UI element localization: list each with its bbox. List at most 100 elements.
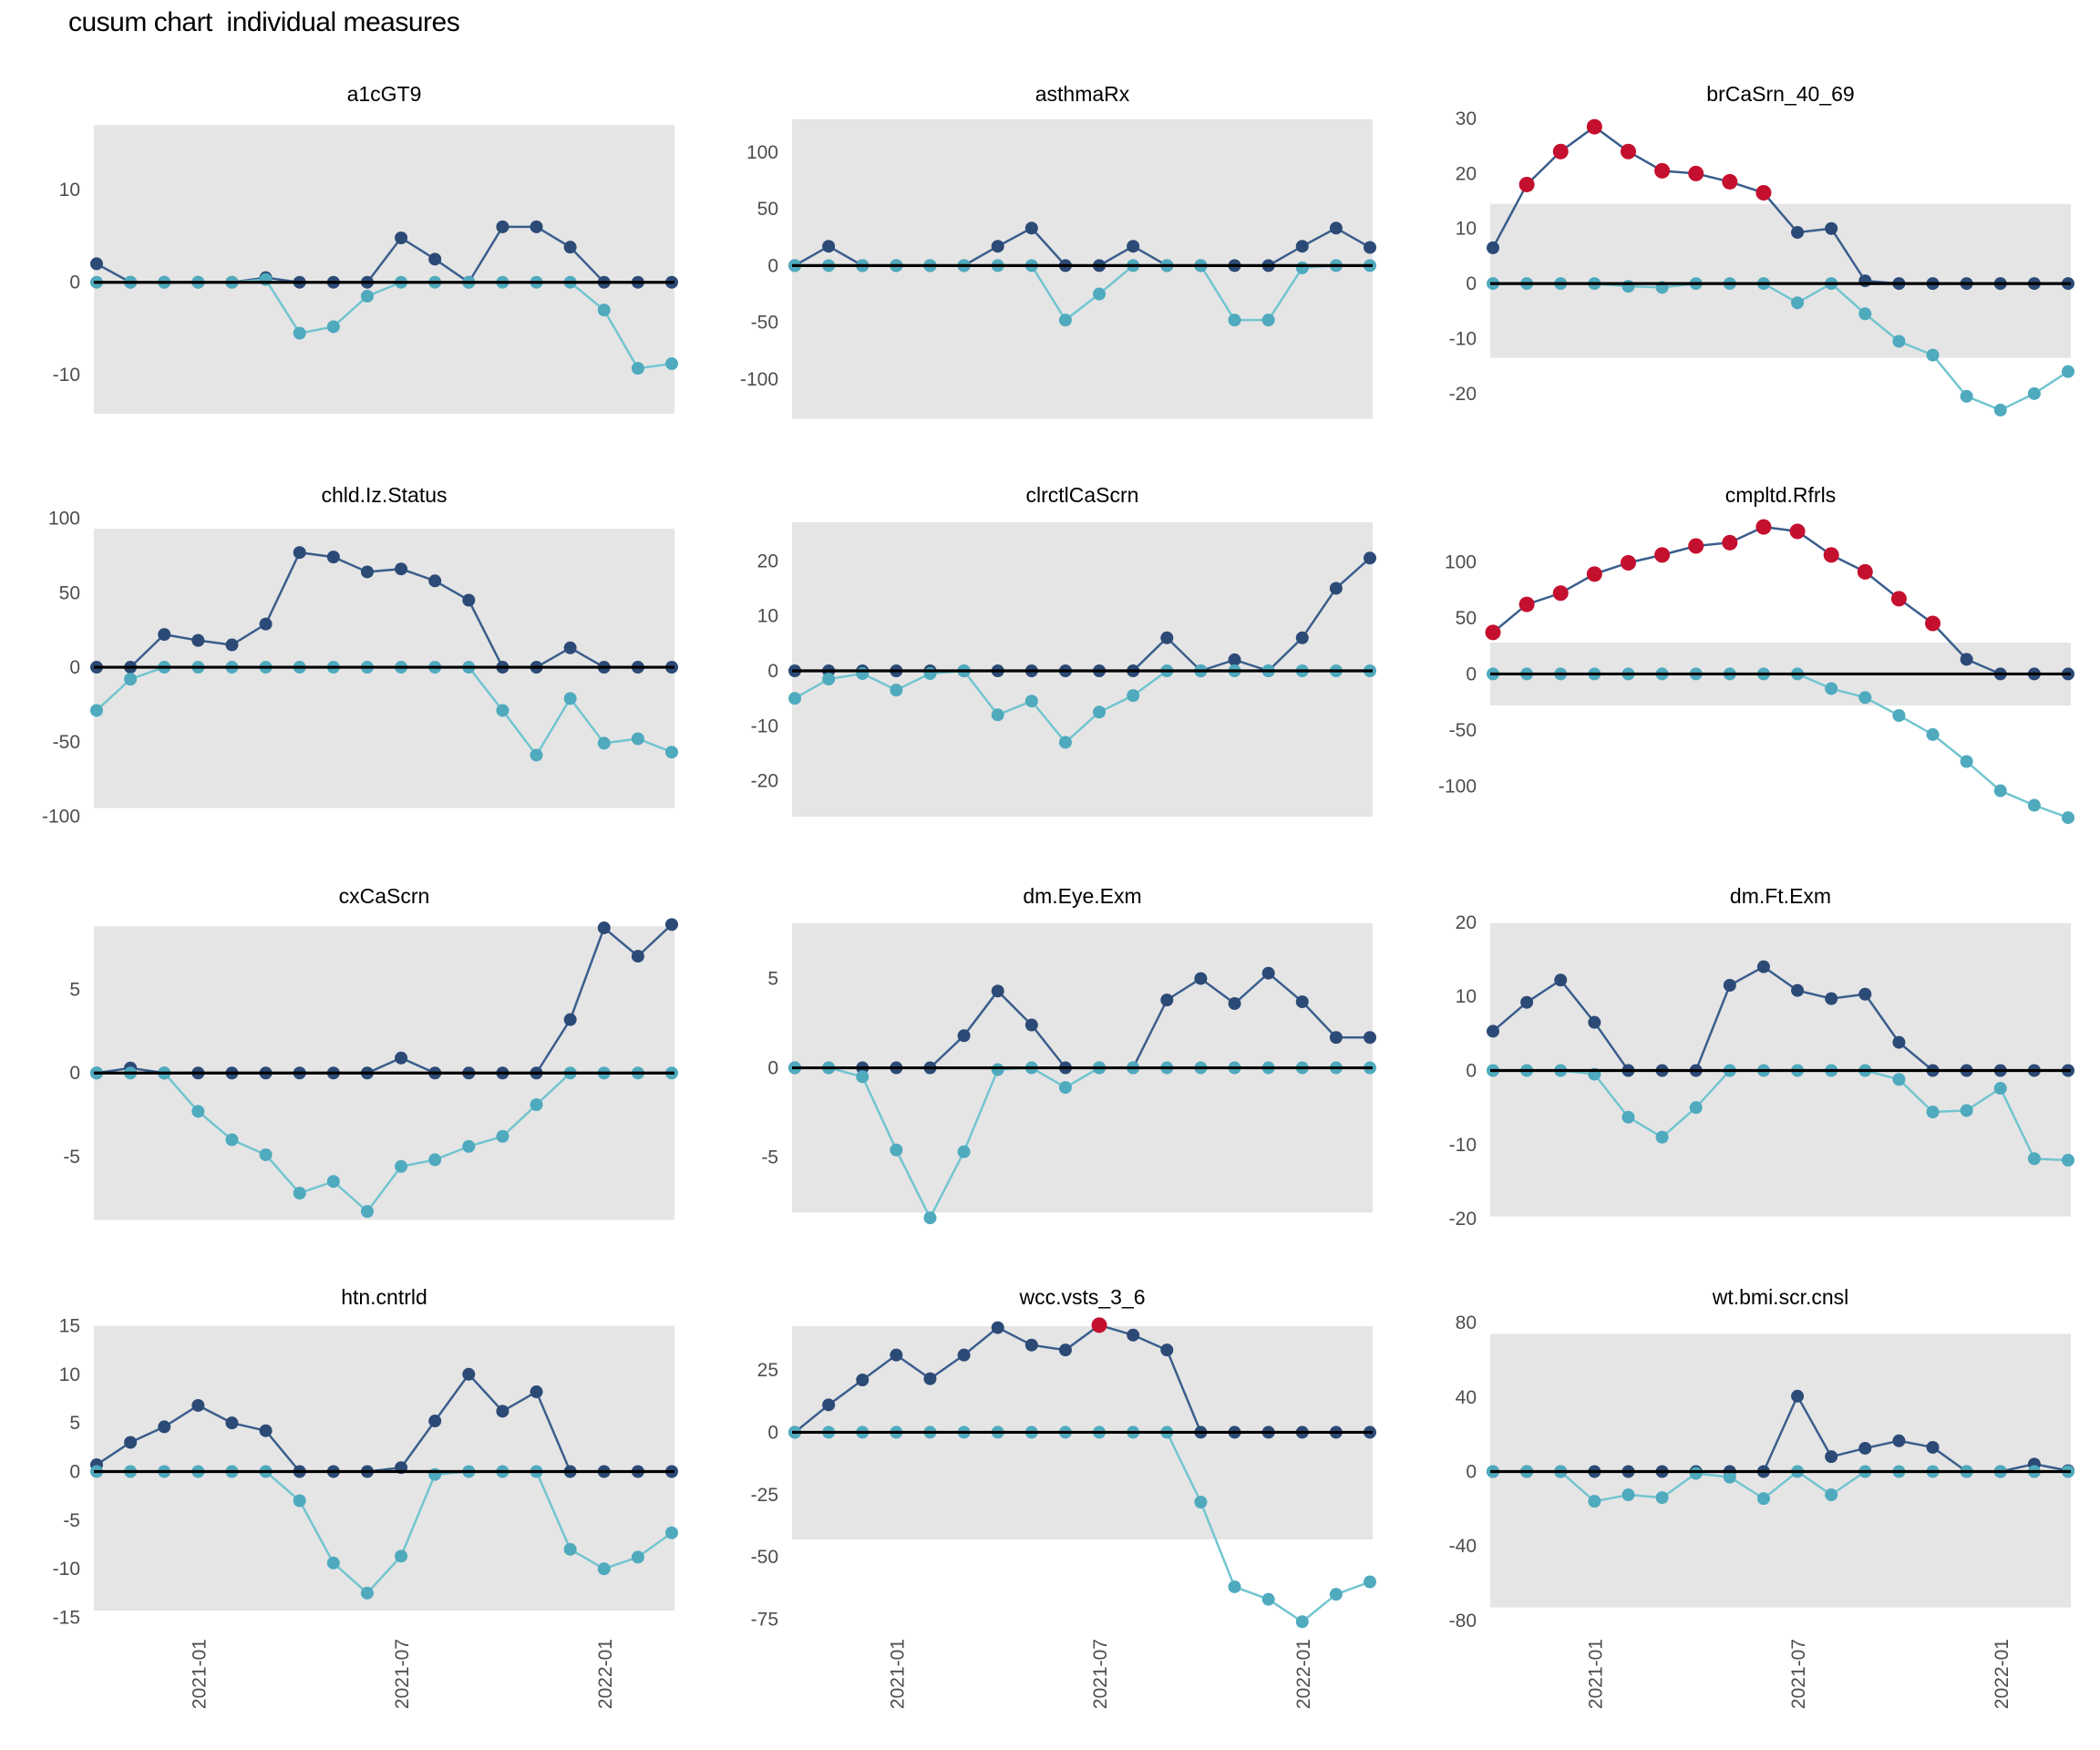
lower-data-point (1228, 314, 1241, 327)
signal-point (1722, 534, 1738, 551)
upper-data-point (822, 240, 836, 253)
lower-data-point (225, 1133, 239, 1147)
y-tick-label: -80 (1449, 1611, 1477, 1632)
lower-data-point (1960, 389, 1973, 403)
upper-data-point (1960, 653, 1973, 666)
lower-data-point (530, 1098, 543, 1112)
lower-data-point (1024, 695, 1038, 708)
signal-point (1586, 566, 1602, 582)
signal-point (1518, 176, 1535, 192)
upper-data-point (530, 1385, 543, 1399)
upper-data-point (496, 220, 510, 233)
y-tick-label: 50 (757, 199, 778, 220)
lower-data-point (293, 1187, 306, 1200)
lower-data-point (1825, 1488, 1838, 1502)
y-tick-label: -100 (740, 369, 778, 390)
upper-data-point (1723, 978, 1736, 992)
lower-data-point (395, 1549, 408, 1563)
lower-data-point (1295, 261, 1309, 274)
lower-data-point (631, 732, 644, 746)
upper-data-point (563, 641, 577, 654)
upper-data-point (1228, 997, 1241, 1011)
upper-data-point (1024, 1018, 1038, 1032)
lower-data-point (1825, 682, 1838, 695)
upper-data-point (1228, 653, 1241, 666)
y-tick-label: -10 (53, 1559, 80, 1580)
lower-data-point (890, 1143, 903, 1157)
lower-data-point (395, 1159, 408, 1173)
facet-title: asthmaRx (1035, 82, 1130, 106)
upper-data-point (326, 551, 340, 564)
y-tick-label: 50 (1456, 608, 1477, 629)
lower-data-point (1621, 280, 1635, 293)
y-tick-label: -75 (751, 1610, 778, 1631)
lower-data-point (1261, 314, 1275, 327)
facet-title: dm.Eye.Exm (1023, 884, 1141, 908)
y-tick-label: -5 (63, 1510, 80, 1531)
upper-data-point (1127, 240, 1140, 253)
upper-data-point (991, 984, 1004, 998)
lower-data-point (2027, 386, 2041, 400)
signal-point (1518, 596, 1535, 612)
upper-data-point (665, 918, 678, 932)
lower-data-point (1127, 689, 1140, 703)
lower-data-point (360, 1586, 374, 1600)
signal-point (1688, 538, 1704, 554)
page-title: cusum chart individual measures (68, 7, 460, 37)
y-tick-label: 25 (757, 1360, 778, 1381)
upper-data-point (1364, 241, 1376, 254)
signal-point (1586, 118, 1602, 135)
lower-data-point (822, 673, 836, 686)
y-tick-label: -20 (1449, 1209, 1477, 1230)
x-tick-label: 2021-01 (887, 1639, 908, 1709)
y-tick-label: -5 (63, 1147, 80, 1168)
x-tick-label: 2021-07 (392, 1639, 413, 1709)
upper-data-point (225, 1416, 239, 1430)
y-tick-label: -15 (53, 1608, 80, 1629)
lower-data-point (1058, 314, 1072, 327)
upper-data-point (496, 1405, 510, 1418)
upper-data-point (1295, 995, 1309, 1009)
y-tick-label: 0 (69, 1063, 80, 1084)
lower-data-point (597, 304, 611, 317)
facet-title: wcc.vsts_3_6 (1018, 1285, 1145, 1309)
y-tick-label: 15 (59, 1315, 80, 1336)
lower-data-point (1892, 335, 1906, 348)
lower-data-point (991, 1063, 1004, 1076)
upper-data-point (428, 574, 442, 588)
y-tick-label: 40 (1456, 1387, 1477, 1408)
upper-data-point (1329, 221, 1343, 235)
upper-data-point (1892, 1434, 1906, 1447)
y-tick-label: 5 (767, 969, 778, 990)
y-tick-label: 20 (1456, 163, 1477, 184)
y-tick-label: 50 (59, 582, 80, 603)
upper-data-point (1825, 221, 1838, 235)
upper-data-point (395, 1051, 408, 1065)
lower-data-point (1892, 1073, 1906, 1086)
lower-data-point (631, 1550, 644, 1564)
upper-data-point (1825, 1450, 1838, 1464)
y-tick-label: 10 (757, 606, 778, 627)
x-tick-label: 2021-07 (1788, 1639, 1809, 1709)
lower-data-point (326, 320, 340, 334)
upper-data-point (191, 633, 205, 647)
upper-data-point (1791, 1389, 1805, 1403)
y-tick-label: -20 (751, 771, 778, 792)
upper-data-point (1024, 1338, 1038, 1352)
lower-data-point (1993, 1082, 2007, 1096)
x-tick-label: 2022-01 (1293, 1639, 1314, 1709)
lower-data-point (1689, 1101, 1703, 1115)
upper-data-point (1892, 1035, 1906, 1049)
y-tick-label: 0 (1466, 1462, 1477, 1483)
lower-data-point (1689, 1467, 1703, 1480)
upper-data-point (225, 638, 239, 652)
lower-data-point (326, 1556, 340, 1570)
upper-data-point (1329, 1031, 1343, 1045)
lower-data-point (1926, 348, 1940, 362)
upper-data-point (259, 617, 273, 631)
facet-title: chld.Iz.Status (321, 483, 447, 507)
lower-data-point (191, 1105, 205, 1118)
upper-data-point (957, 1348, 971, 1362)
upper-data-point (462, 1367, 476, 1381)
